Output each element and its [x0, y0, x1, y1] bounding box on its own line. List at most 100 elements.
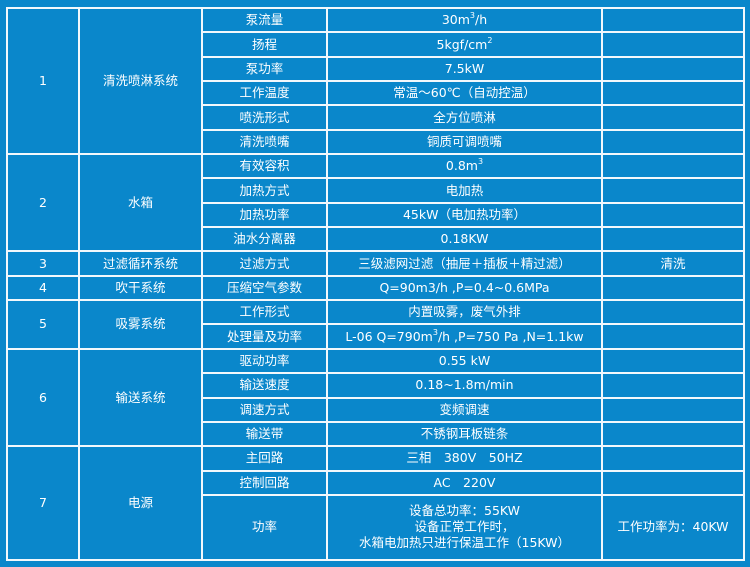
item-number: 2: [8, 155, 78, 251]
value-text: /h: [475, 12, 488, 28]
table-row: 清洗喷嘴 铜质可调喷嘴: [8, 130, 743, 154]
parameter-name: 泵功率: [203, 57, 326, 81]
table-row: 加热功率 45kW（电加热功率）: [8, 203, 743, 227]
item-number: 6: [8, 349, 78, 446]
table-row: 喷洗形式 全方位喷淋: [8, 106, 743, 129]
system-name: 吸雾系统: [80, 301, 201, 348]
item-number: 5: [8, 301, 78, 348]
value-text: 铜质可调喷嘴: [426, 133, 502, 149]
value-text: 0.18~1.8m/min: [415, 377, 514, 393]
parameter-name: 泵流量: [203, 9, 326, 32]
value-text: 变频调速: [439, 401, 490, 417]
remark: [603, 276, 743, 300]
value-text: 内置吸雾，废气外排: [408, 304, 521, 320]
parameter-value: 电加热: [328, 179, 601, 202]
value-text: Q=90m3/h ,P=0.4~0.6MPa: [379, 279, 550, 295]
table-row: 4 吹干系统 压缩空气参数 Q=90m3/h ,P=0.4~0.6MPa: [8, 276, 743, 300]
remark: [603, 228, 743, 251]
remark: 清洗: [603, 252, 743, 275]
table-row: 工作温度 常温～60℃（自动控温）: [8, 82, 743, 105]
remark: [603, 82, 743, 105]
superscript: 3: [469, 11, 476, 21]
parameter-value: 内置吸雾，废气外排: [328, 301, 601, 324]
parameter-value: AC 220V: [328, 471, 601, 494]
table-row: 7 电源 主回路 三相 380V 50HZ: [8, 447, 743, 559]
parameter-name: 功率: [203, 495, 326, 559]
parameter-value: 常温～60℃（自动控温）: [328, 82, 601, 105]
parameter-value: 三级滤网过滤（抽屉＋插板＋精过滤）: [328, 252, 601, 275]
remark: [603, 301, 743, 324]
remark: [603, 33, 743, 56]
remark: [603, 471, 743, 494]
value-text: 常温～60℃（自动控温）: [393, 85, 536, 101]
table-row: 6 输送系统 驱动功率 0.55 kW: [8, 349, 743, 446]
value-text: 电加热: [445, 182, 484, 198]
value-text: 设备正常工作时，: [414, 519, 515, 535]
remark: [603, 398, 743, 421]
parameter-name: 工作形式: [203, 301, 326, 324]
remark: [603, 349, 743, 373]
value-text: 水箱电加热只进行保温工作（15KW）: [358, 535, 571, 551]
table-row: 3 过滤循环系统 过滤方式 三级滤网过滤（抽屉＋插板＋精过滤） 清洗: [8, 252, 743, 275]
parameter-value: 5kgf/cm2: [328, 33, 601, 56]
parameter-name: 清洗喷嘴: [203, 130, 326, 154]
parameter-name: 压缩空气参数: [203, 276, 326, 300]
parameter-name: 扬程: [203, 33, 326, 56]
remark: [603, 374, 743, 397]
remark: [603, 155, 743, 178]
parameter-value: 变频调速: [328, 398, 601, 421]
table-row: 输送带 不锈钢耳板链条: [8, 422, 743, 446]
table-row: 加热方式 电加热: [8, 179, 743, 202]
parameter-name: 过滤方式: [203, 252, 326, 275]
spec-table: 1 清洗喷淋系统 泵流量 30m3/h 扬程 5kgf/cm2 泵功率 7.5kW 工作温度 常温…: [6, 7, 745, 561]
table-row: 5 吸雾系统 工作形式 内置吸雾，废气外排: [8, 301, 743, 348]
parameter-value: Q=90m3/h ,P=0.4~0.6MPa: [328, 276, 601, 300]
item-number: 4: [8, 276, 78, 300]
value-text: 三级滤网过滤（抽屉＋插板＋精过滤）: [358, 255, 571, 271]
table-row: 2 水箱 有效容积 0.8m3: [8, 155, 743, 251]
table-row: 功率 设备总功率：55KW 设备正常工作时， 水箱电加热只进行保温工作（15KW） 工作…: [8, 495, 743, 559]
item-number: 7: [8, 447, 78, 559]
parameter-value: 0.55 kW: [328, 349, 601, 373]
system-name: 输送系统: [80, 349, 201, 446]
table-row: 处理量及功率 L-06 Q=790m3/h ,P=750 Pa ,N=1.1kw: [8, 325, 743, 348]
remark: [603, 203, 743, 227]
remark: [603, 130, 743, 154]
remark: [603, 422, 743, 446]
parameter-name: 调速方式: [203, 398, 326, 421]
parameter-value: 三相 380V 50HZ: [328, 447, 601, 470]
table-row: 扬程 5kgf/cm2: [8, 33, 743, 56]
item-number: 3: [8, 252, 78, 275]
parameter-value: 全方位喷淋: [328, 106, 601, 129]
system-name: 清洗喷淋系统: [80, 9, 201, 154]
remark: [603, 325, 743, 348]
remark: [603, 9, 743, 32]
value-text: 全方位喷淋: [433, 109, 496, 125]
remark: [603, 179, 743, 202]
value-text: 45kW（电加热功率）: [402, 206, 526, 222]
table-row: 调速方式 变频调速: [8, 398, 743, 421]
parameter-name: 加热方式: [203, 179, 326, 202]
parameter-name: 工作温度: [203, 82, 326, 105]
value-text: 设备总功率：55KW: [408, 503, 521, 519]
parameter-value: 不锈钢耳板链条: [328, 422, 601, 446]
superscript: 3: [432, 327, 438, 337]
superscript: 2: [487, 35, 493, 45]
spec-table-body: 1 清洗喷淋系统 泵流量 30m3/h 扬程 5kgf/cm2 泵功率 7.5kW 工作温度 常温…: [8, 9, 743, 559]
table-row: 1 清洗喷淋系统 泵流量 30m3/h: [8, 9, 743, 154]
value-text: 三相 380V 50HZ: [406, 450, 523, 466]
table-row: 输送速度 0.18~1.8m/min: [8, 374, 743, 397]
value-text: 5kgf/cm: [436, 36, 488, 52]
remark: [603, 447, 743, 470]
value-text: 7.5kW: [444, 60, 485, 76]
parameter-value: 0.18KW: [328, 228, 601, 251]
parameter-name: 处理量及功率: [203, 325, 326, 348]
system-name: 吹干系统: [80, 276, 201, 300]
parameter-name: 有效容积: [203, 155, 326, 178]
value-text: 30m: [441, 12, 470, 28]
parameter-name: 驱动功率: [203, 349, 326, 373]
value-text: 不锈钢耳板链条: [420, 426, 509, 442]
remark: [603, 106, 743, 129]
parameter-value: 设备总功率：55KW 设备正常工作时， 水箱电加热只进行保温工作（15KW）: [328, 495, 601, 559]
value-text: 0.8m: [445, 158, 478, 174]
